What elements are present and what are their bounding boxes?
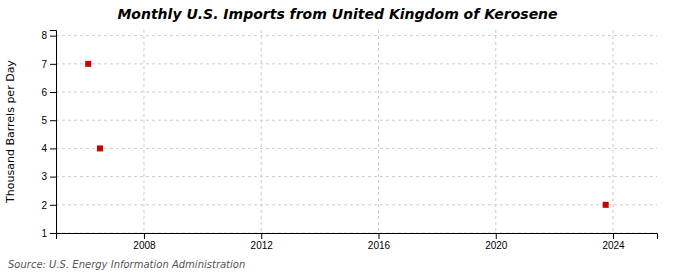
x-tick-label: 2016 (368, 240, 391, 251)
x-tick: 2024 (602, 233, 625, 251)
y-tick-mark (50, 177, 56, 178)
y-axis-title: Thousand Barrels per Day (4, 60, 17, 204)
grid-line-x (143, 30, 144, 233)
y-tick-label: 6 (41, 87, 47, 98)
y-tick-label: 4 (41, 143, 47, 154)
y-tick-mark (50, 233, 56, 234)
grid-line-x (495, 30, 496, 233)
grid-line-y (56, 204, 657, 205)
grid (56, 30, 657, 233)
point (603, 202, 609, 208)
source: Source: U.S. Energy Information Administ… (8, 259, 245, 270)
y-tick: 5 (41, 115, 56, 126)
plot: 2008 2012 2016 2020 2024 1 2 3 4 5 6 7 8 (41, 30, 657, 251)
x-tick: 2008 (133, 233, 156, 251)
grid-line-y (56, 63, 657, 64)
y-tick-label: 1 (41, 228, 47, 239)
y-axis: 1 2 3 4 5 6 7 8 (41, 30, 56, 238)
y-tick-mark (50, 36, 56, 37)
y-tick-label: 5 (41, 115, 47, 126)
point (85, 61, 91, 67)
chart: 2008 2012 2016 2020 2024 1 2 3 4 5 6 7 8 Monthly U.S.… (0, 0, 675, 275)
grid-line-x (613, 30, 614, 233)
x-tick-mark (144, 233, 145, 239)
y-tick: 7 (41, 59, 56, 70)
grid-line-y (56, 35, 657, 36)
x-tick-mark (496, 233, 497, 239)
x-tick-label: 2008 (133, 240, 156, 251)
y-tick-mark (50, 120, 56, 121)
y-tick-label: 2 (41, 200, 47, 211)
y-tick-label: 8 (41, 30, 47, 41)
title: Monthly U.S. Imports from United Kingdom… (117, 6, 557, 22)
x-axis: 2008 2012 2016 2020 2024 (57, 233, 658, 251)
x-tick-mark (261, 233, 262, 239)
grid-line-y (56, 92, 657, 93)
grid-line-x (378, 30, 379, 233)
y-axis-line (50, 31, 57, 234)
x-tick-mark (378, 233, 379, 239)
y-tick: 4 (41, 143, 56, 154)
x-tick: 2012 (251, 233, 274, 251)
points (85, 61, 608, 208)
grid-line-y (56, 176, 657, 177)
x-tick-label: 2012 (251, 240, 274, 251)
y-tick: 8 (41, 30, 56, 41)
y-tick-mark (50, 148, 56, 149)
grid-line-x (261, 30, 262, 233)
grid-line-y (56, 120, 657, 121)
y-tick: 2 (41, 200, 56, 211)
y-tick-mark (50, 92, 56, 93)
y-tick-mark (50, 64, 56, 65)
y-tick: 6 (41, 87, 56, 98)
x-tick-label: 2024 (602, 240, 625, 251)
point (97, 145, 103, 151)
y-tick-mark (50, 205, 56, 206)
x-tick-mark (613, 233, 614, 239)
x-tick: 2020 (485, 233, 508, 251)
x-tick: 2016 (368, 233, 391, 251)
x-axis-line (57, 234, 658, 240)
y-tick-label: 7 (41, 59, 47, 70)
y-tick: 3 (41, 171, 56, 182)
grid-line-y (56, 148, 657, 149)
y-tick-label: 3 (41, 171, 47, 182)
y-tick: 1 (41, 228, 56, 239)
x-tick-label: 2020 (485, 240, 508, 251)
